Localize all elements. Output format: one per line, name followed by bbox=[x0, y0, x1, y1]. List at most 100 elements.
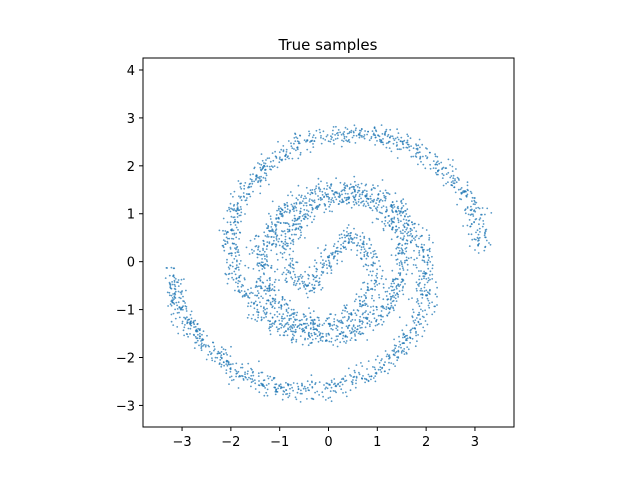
sample-point-arm-b bbox=[470, 223, 473, 225]
sample-point-arm-b bbox=[382, 306, 384, 309]
sample-point-arm-b bbox=[308, 290, 311, 293]
sample-point-arm-a bbox=[338, 192, 341, 195]
sample-point-arm-b bbox=[273, 323, 276, 325]
sample-point-arm-b bbox=[292, 250, 295, 253]
sample-point-arm-b bbox=[486, 207, 489, 210]
sample-point-arm-a bbox=[190, 310, 193, 313]
sample-point-arm-b bbox=[263, 172, 266, 174]
sample-point-arm-b bbox=[425, 147, 427, 149]
sample-point-arm-b bbox=[291, 277, 294, 280]
sample-point-arm-a bbox=[317, 247, 319, 249]
sample-point-arm-a bbox=[421, 227, 424, 229]
sample-point-arm-b bbox=[359, 327, 362, 329]
sample-point-arm-a bbox=[331, 253, 333, 256]
sample-point-arm-b bbox=[345, 199, 347, 202]
sample-point-arm-a bbox=[256, 256, 259, 259]
sample-point-arm-a bbox=[364, 304, 367, 307]
sample-point-arm-b bbox=[314, 276, 316, 279]
sample-point-arm-a bbox=[229, 368, 232, 371]
y-tick-label: 2 bbox=[127, 160, 135, 175]
sample-point-arm-a bbox=[369, 247, 371, 250]
sample-point-arm-b bbox=[471, 200, 473, 203]
sample-point-arm-a bbox=[295, 197, 298, 200]
sample-point-arm-a bbox=[359, 252, 362, 254]
sample-point-arm-b bbox=[398, 226, 400, 229]
sample-point-arm-a bbox=[374, 375, 377, 377]
sample-point-arm-b bbox=[388, 140, 390, 143]
sample-point-arm-b bbox=[313, 291, 316, 294]
sample-point-arm-a bbox=[258, 391, 261, 394]
sample-point-arm-a bbox=[294, 205, 296, 208]
sample-point-arm-a bbox=[336, 259, 339, 262]
sample-point-arm-b bbox=[383, 133, 386, 136]
sample-point-arm-b bbox=[363, 134, 366, 136]
sample-point-arm-b bbox=[459, 188, 462, 191]
sample-point-arm-a bbox=[181, 290, 184, 292]
sample-point-arm-b bbox=[288, 157, 290, 160]
sample-point-arm-b bbox=[285, 277, 288, 280]
sample-point-arm-b bbox=[234, 255, 237, 258]
sample-point-arm-a bbox=[306, 380, 309, 383]
sample-point-arm-a bbox=[170, 266, 173, 269]
sample-point-arm-a bbox=[400, 346, 402, 349]
sample-point-arm-a bbox=[278, 306, 280, 309]
sample-point-arm-a bbox=[428, 250, 431, 253]
sample-point-arm-b bbox=[352, 201, 355, 203]
sample-point-arm-a bbox=[366, 254, 368, 257]
sample-point-arm-a bbox=[363, 251, 366, 254]
sample-point-arm-b bbox=[346, 336, 349, 338]
sample-point-arm-a bbox=[274, 298, 277, 301]
sample-point-arm-a bbox=[303, 313, 305, 316]
sample-point-arm-a bbox=[344, 375, 347, 377]
sample-point-arm-a bbox=[174, 290, 177, 293]
sample-point-arm-a bbox=[297, 184, 300, 187]
sample-point-arm-b bbox=[408, 149, 411, 152]
sample-point-arm-a bbox=[393, 350, 395, 353]
sample-point-arm-a bbox=[347, 224, 350, 226]
sample-point-arm-b bbox=[236, 207, 239, 210]
sample-point-arm-b bbox=[450, 184, 453, 186]
sample-point-arm-a bbox=[164, 277, 167, 279]
sample-point-arm-b bbox=[465, 190, 467, 193]
sample-point-arm-a bbox=[346, 311, 349, 313]
sample-point-arm-a bbox=[180, 278, 183, 281]
sample-point-arm-b bbox=[378, 211, 381, 214]
sample-point-arm-a bbox=[290, 203, 293, 206]
sample-point-arm-b bbox=[361, 193, 364, 196]
sample-point-arm-a bbox=[296, 391, 299, 394]
sample-point-arm-a bbox=[300, 323, 303, 326]
sample-point-arm-b bbox=[429, 163, 431, 166]
sample-point-arm-a bbox=[428, 247, 431, 250]
sample-point-arm-a bbox=[176, 326, 179, 328]
sample-point-arm-a bbox=[417, 223, 420, 226]
y-tick-label: 3 bbox=[127, 112, 135, 127]
sample-point-arm-b bbox=[409, 240, 412, 243]
sample-point-arm-a bbox=[367, 274, 370, 276]
sample-point-arm-a bbox=[200, 342, 203, 345]
sample-point-arm-a bbox=[323, 384, 325, 386]
sample-point-arm-b bbox=[307, 338, 309, 340]
sample-point-arm-a bbox=[385, 206, 388, 209]
sample-point-arm-a bbox=[288, 317, 291, 320]
sample-point-arm-a bbox=[300, 196, 302, 199]
sample-point-arm-b bbox=[252, 302, 255, 305]
sample-point-arm-b bbox=[401, 142, 404, 145]
sample-point-arm-b bbox=[400, 247, 403, 250]
sample-point-arm-a bbox=[181, 320, 184, 323]
sample-point-arm-b bbox=[478, 218, 481, 221]
sample-point-arm-b bbox=[315, 129, 318, 132]
sample-point-arm-a bbox=[179, 283, 182, 285]
sample-point-arm-b bbox=[391, 285, 394, 288]
sample-point-arm-b bbox=[290, 233, 293, 236]
sample-point-arm-b bbox=[279, 251, 282, 254]
sample-point-arm-a bbox=[371, 256, 373, 259]
sample-point-arm-b bbox=[331, 197, 334, 199]
sample-point-arm-b bbox=[417, 144, 420, 147]
sample-point-arm-a bbox=[193, 347, 196, 349]
sample-point-arm-a bbox=[266, 287, 269, 290]
sample-point-arm-a bbox=[179, 297, 182, 300]
sample-point-arm-b bbox=[317, 195, 319, 197]
sample-point-arm-b bbox=[276, 166, 279, 169]
sample-point-arm-a bbox=[429, 278, 431, 281]
sample-point-arm-a bbox=[344, 187, 347, 190]
